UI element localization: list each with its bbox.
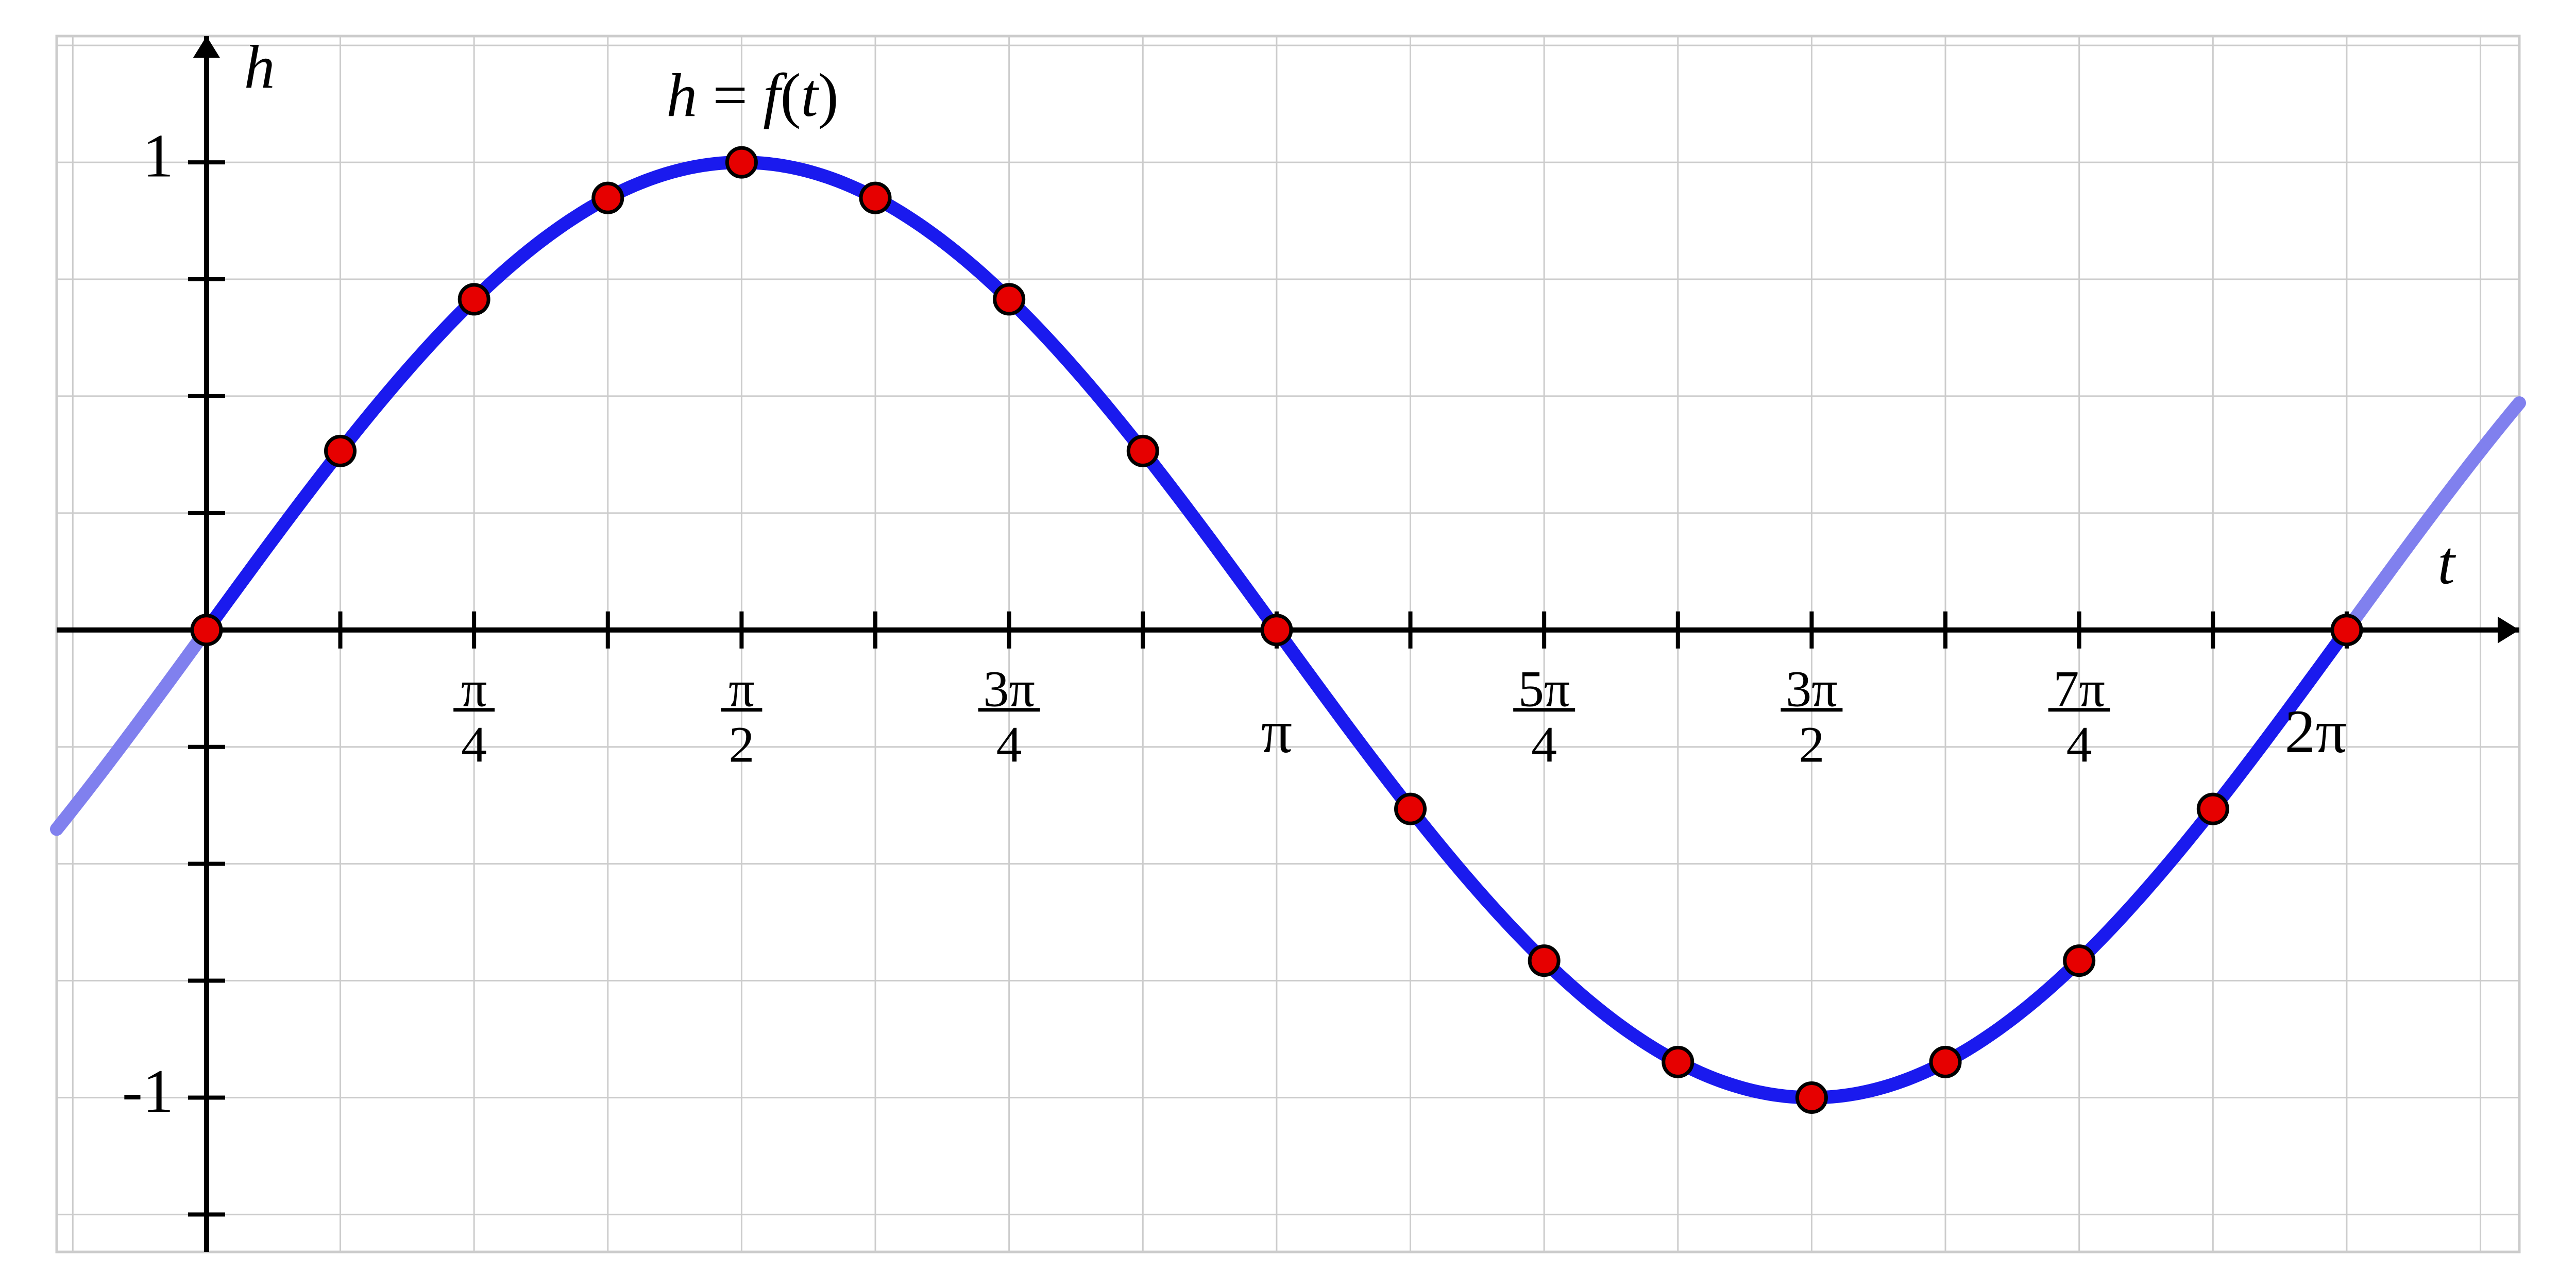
chart-svg: hth = f(t)1-1π4π23π4π5π43π27π42π <box>0 0 2576 1288</box>
svg-text:4: 4 <box>2066 716 2092 773</box>
svg-text:1: 1 <box>143 122 174 190</box>
svg-text:2: 2 <box>1799 716 1824 773</box>
sine-chart: hth = f(t)1-1π4π23π4π5π43π27π42π <box>0 0 2576 1288</box>
svg-text:h: h <box>244 32 275 101</box>
function-label: h = f(t) <box>666 61 838 129</box>
svg-text:4: 4 <box>1531 716 1557 773</box>
svg-text:2π: 2π <box>2284 697 2347 766</box>
svg-text:4: 4 <box>996 716 1022 773</box>
svg-text:4: 4 <box>461 716 487 773</box>
svg-text:2: 2 <box>728 716 754 773</box>
svg-text:-1: -1 <box>122 1057 174 1125</box>
svg-text:π: π <box>1261 697 1293 766</box>
labels: hth = f(t)1-1π4π23π4π5π43π27π42π <box>122 32 2456 1125</box>
svg-text:t: t <box>2437 528 2456 597</box>
